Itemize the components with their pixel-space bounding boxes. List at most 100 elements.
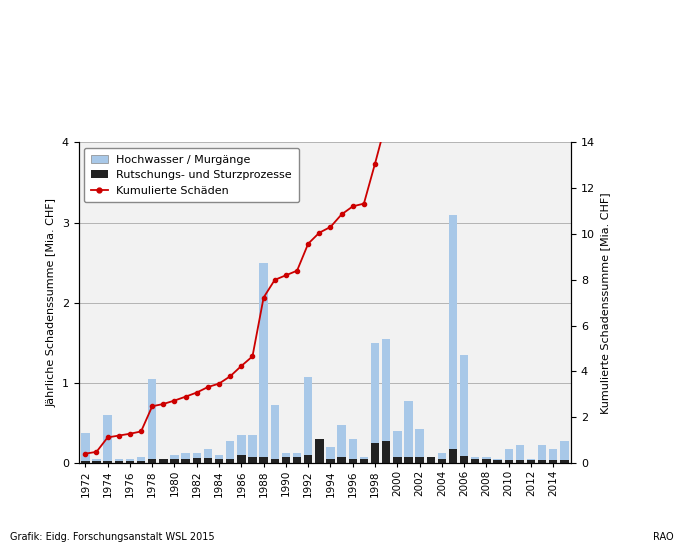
Bar (505, 460, 513, 463)
Bar (304, 376, 313, 463)
Bar (81, 432, 90, 463)
Bar (148, 379, 157, 463)
Bar (103, 461, 111, 463)
Text: Grafik: Eidg. Forschungsanstalt WSL 2015: Grafik: Eidg. Forschungsanstalt WSL 2015 (10, 532, 215, 542)
Bar (159, 459, 168, 463)
Kumulierte Schäden (126, 431, 134, 437)
Bar (393, 431, 402, 463)
Bar (237, 435, 246, 463)
Bar (404, 401, 412, 463)
Bar (527, 460, 535, 463)
Bar (315, 439, 324, 463)
Bar (516, 446, 524, 463)
Bar (271, 459, 279, 463)
Text: Schweiz: Naturereignisse: Schweiz: Naturereignisse (5, 12, 137, 21)
Bar (460, 456, 469, 463)
Kumulierte Schäden (304, 241, 313, 247)
Bar (204, 449, 212, 463)
Bar (560, 442, 568, 463)
Bar (315, 449, 324, 463)
Bar (471, 459, 479, 463)
Bar (438, 459, 446, 463)
Bar (449, 215, 457, 463)
Bar (382, 441, 391, 463)
Text: Verlauf der jährlichen Schadenssummen 1972 bis 2015: Verlauf der jährlichen Schadenssummen 19… (5, 44, 461, 60)
Bar (438, 453, 446, 463)
Bar (482, 459, 490, 463)
Bar (293, 453, 301, 463)
Bar (460, 355, 469, 463)
Kumulierte Schäden (349, 203, 357, 210)
Kumulierte Schäden (103, 434, 111, 441)
Kumulierte Schäden (315, 230, 324, 236)
Bar (148, 459, 157, 463)
Kumulierte Schäden (137, 428, 145, 435)
Bar (204, 458, 212, 463)
Text: WSL: WSL (29, 506, 51, 515)
Bar (349, 439, 357, 463)
Bar (103, 415, 111, 463)
Bar (170, 459, 179, 463)
Bar (326, 459, 334, 463)
Kumulierte Schäden (226, 373, 235, 380)
Bar (248, 458, 256, 463)
Kumulierte Schäden (148, 403, 157, 409)
Bar (371, 343, 379, 463)
Kumulierte Schäden (204, 384, 212, 390)
Kumulierte Schäden (159, 401, 168, 407)
Kumulierte Schäden (248, 353, 256, 359)
Bar (193, 453, 201, 463)
Bar (337, 425, 346, 463)
Bar (337, 458, 346, 463)
Kumulierte Schäden (371, 160, 379, 167)
Bar (427, 456, 435, 463)
Bar (471, 456, 479, 463)
Kumulierte Schäden (271, 277, 279, 283)
Kumulierte Schäden (115, 432, 123, 439)
Bar (92, 459, 101, 463)
Kumulierte Schäden (326, 224, 334, 230)
Kumulierte Schäden (427, 73, 435, 80)
Bar (126, 459, 134, 463)
Kumulierte Schäden (404, 88, 412, 95)
Bar (415, 430, 424, 463)
Kumulierte Schäden (393, 107, 402, 114)
Bar (81, 461, 90, 463)
Bar (259, 458, 268, 463)
Bar (193, 458, 201, 463)
Bar (259, 262, 268, 463)
Bar (181, 459, 189, 463)
Bar (282, 453, 290, 463)
Bar (527, 459, 535, 463)
Kumulierte Schäden (237, 363, 246, 369)
Bar (293, 458, 301, 463)
Bar (349, 459, 357, 463)
Bar (482, 458, 490, 463)
Bar (493, 460, 502, 463)
Bar (415, 458, 424, 463)
Bar (226, 459, 235, 463)
Bar (126, 461, 134, 463)
Kumulierte Schäden (215, 380, 223, 387)
Bar (181, 453, 189, 463)
Bar (215, 455, 223, 463)
Bar (538, 446, 547, 463)
Bar (282, 456, 290, 463)
Kumulierte Schäden (438, 70, 446, 76)
Bar (382, 339, 391, 463)
Kumulierte Schäden (170, 397, 179, 404)
Bar (371, 443, 379, 463)
Bar (92, 461, 101, 463)
Text: RAO: RAO (653, 532, 674, 542)
Kumulierte Schäden (382, 118, 391, 125)
Kumulierte Schäden (92, 449, 101, 455)
Bar (516, 460, 524, 463)
Bar (449, 449, 457, 463)
Bar (215, 459, 223, 463)
Kumulierte Schäden (337, 211, 345, 218)
Bar (115, 461, 123, 463)
Bar (360, 459, 368, 463)
Bar (326, 447, 334, 463)
Kumulierte Schäden (282, 272, 290, 278)
Y-axis label: Kumulierte Schadenssumme [Mia. CHF]: Kumulierte Schadenssumme [Mia. CHF] (601, 192, 611, 414)
